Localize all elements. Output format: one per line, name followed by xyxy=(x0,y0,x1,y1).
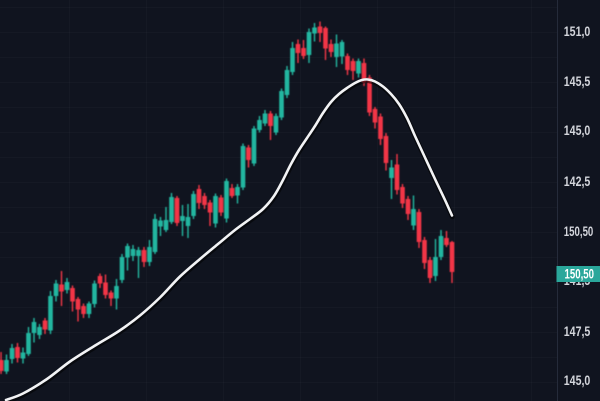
svg-text:150,50: 150,50 xyxy=(564,224,594,239)
svg-text:145,5: 145,5 xyxy=(564,74,591,89)
svg-text:151,0: 151,0 xyxy=(564,24,591,39)
svg-text:145,0: 145,0 xyxy=(564,373,591,388)
svg-text:147,5: 147,5 xyxy=(564,324,591,339)
svg-text:142,5: 142,5 xyxy=(564,174,591,189)
svg-text:145,0: 145,0 xyxy=(564,123,591,138)
svg-text:150,50: 150,50 xyxy=(565,267,595,282)
